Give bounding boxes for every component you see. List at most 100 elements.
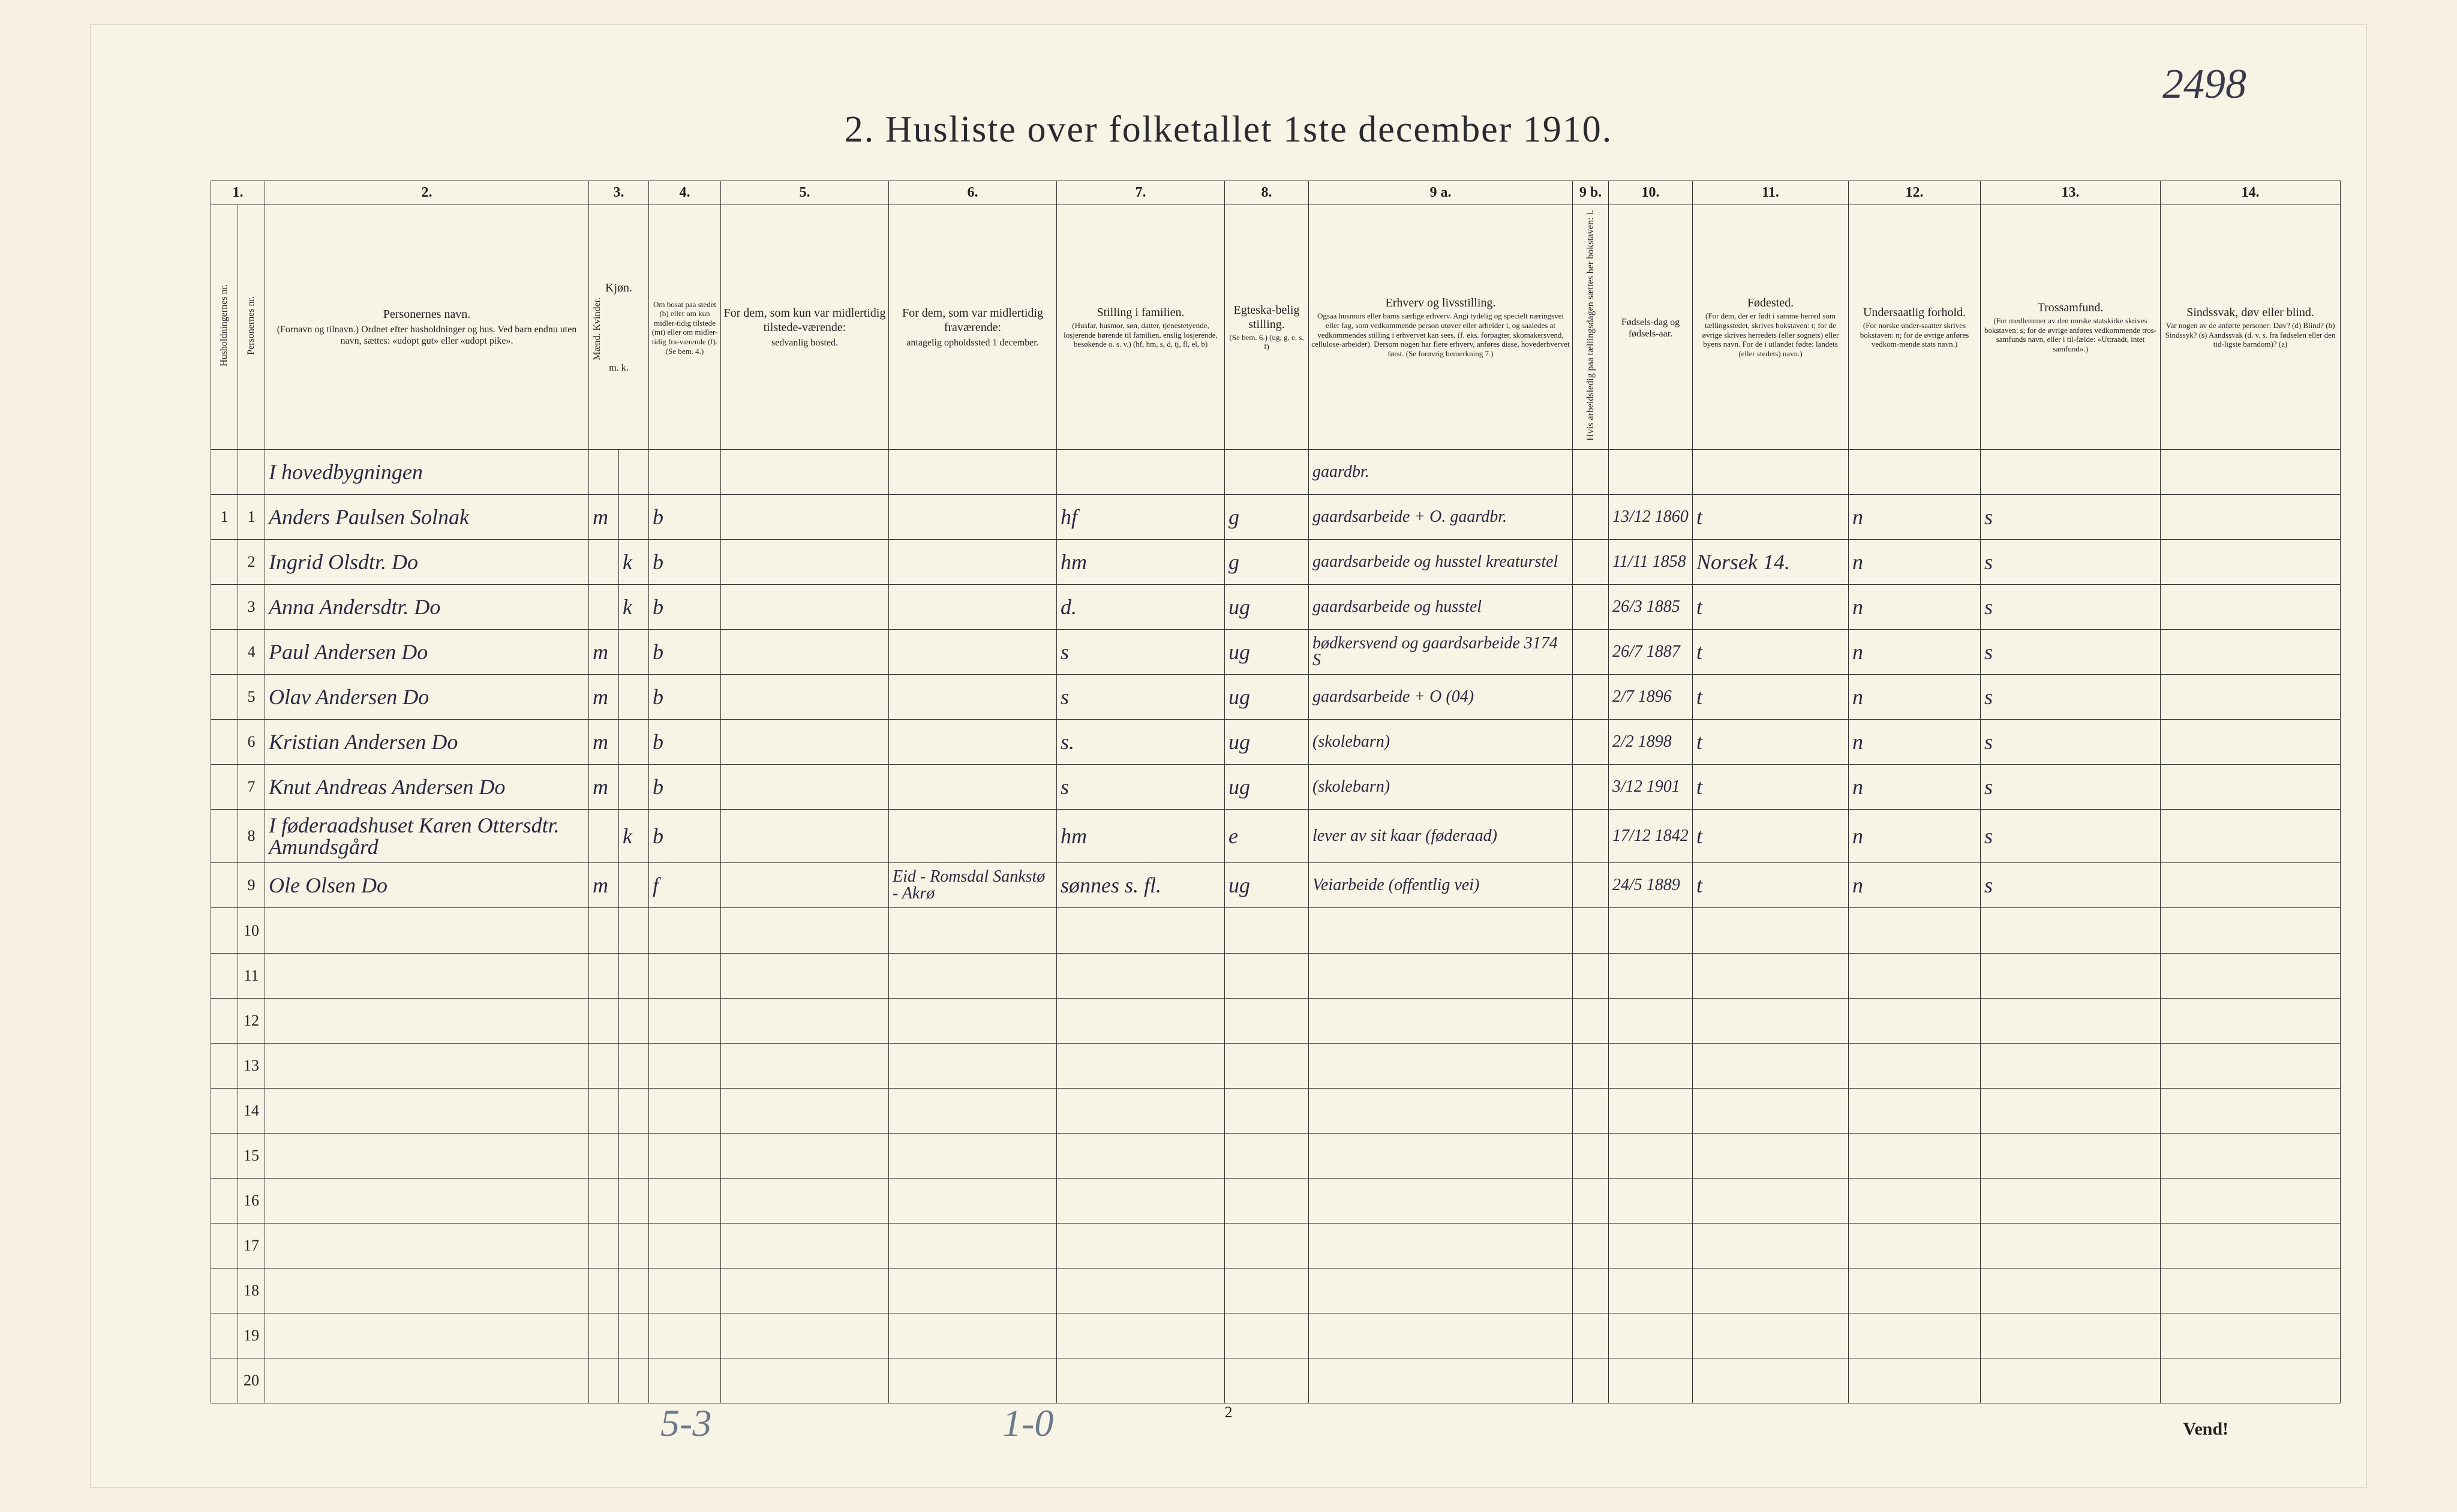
cell-residence: b	[649, 674, 721, 719]
cell-residence: b	[649, 494, 721, 539]
colnum-9b: 9 b.	[1573, 181, 1609, 205]
cell-unemployed	[1573, 720, 1609, 765]
table-row: 8I føderaadshuset Karen Ottersdtr. Amund…	[211, 810, 2341, 863]
col-temp-present: For dem, som kun var midlertidig tilsted…	[721, 205, 889, 450]
cell-sex-k: k	[619, 584, 649, 629]
table-row: 5Olav Andersen Dombsuggaardsarbeide + O …	[211, 674, 2341, 719]
cell-temp-present	[721, 720, 889, 765]
cell-unemployed	[1573, 494, 1609, 539]
cell-household-nr	[211, 539, 238, 584]
cell-residence: b	[649, 629, 721, 674]
cell-religion: s	[1981, 539, 2161, 584]
cell-temp-present	[721, 494, 889, 539]
cell-marital: ug	[1225, 720, 1309, 765]
cell-birthplace: t	[1693, 629, 1849, 674]
cell-nationality: n	[1849, 539, 1981, 584]
table-row-empty: 16	[211, 1178, 2341, 1223]
cell-person-nr: 19	[238, 1313, 265, 1358]
cell-sex-m	[589, 810, 619, 863]
cell-birthdate: 2/2 1898	[1609, 720, 1693, 765]
page-title: 2. Husliste over folketallet 1ste decemb…	[91, 109, 2366, 151]
cell-temp-present	[721, 584, 889, 629]
col-person-nr: Personernes nr.	[238, 205, 265, 450]
cell-birthdate: 26/7 1887	[1609, 629, 1693, 674]
cell-person-nr: 10	[238, 908, 265, 953]
colnum-1: 1.	[211, 181, 265, 205]
cell-religion: s	[1981, 629, 2161, 674]
cell-person-nr: 5	[238, 674, 265, 719]
cell-religion: s	[1981, 810, 2161, 863]
cell-household-nr	[211, 863, 238, 908]
table-row-empty: 10	[211, 908, 2341, 953]
cell-family-position: s	[1057, 765, 1225, 810]
cell-temp-present	[721, 765, 889, 810]
colnum-5: 5.	[721, 181, 889, 205]
cell-nationality: n	[1849, 765, 1981, 810]
cell-religion: s	[1981, 674, 2161, 719]
col-residence: Om bosat paa stedet (b) eller om kun mid…	[649, 205, 721, 450]
footer-page-number: 2	[1225, 1403, 1233, 1421]
cell-residence: b	[649, 584, 721, 629]
cell-nationality: n	[1849, 720, 1981, 765]
footer-vend: Vend!	[2183, 1419, 2228, 1439]
colnum-11: 11.	[1693, 181, 1849, 205]
cell-occupation: gaardsarbeide + O (04)	[1309, 674, 1573, 719]
colnum-14: 14.	[2161, 181, 2341, 205]
colnum-9a: 9 a.	[1309, 181, 1573, 205]
cell-marital: ug	[1225, 765, 1309, 810]
cell-occupation: (skolebarn)	[1309, 765, 1573, 810]
cell-marital: ug	[1225, 863, 1309, 908]
cell-temp-absent	[889, 765, 1057, 810]
cell-person-nr: 11	[238, 953, 265, 998]
cell-temp-present	[721, 674, 889, 719]
cell-temp-present	[721, 629, 889, 674]
cell-person-nr: 2	[238, 539, 265, 584]
cell-household-nr	[211, 629, 238, 674]
cell-person-nr: 12	[238, 998, 265, 1043]
cell-person-nr: 14	[238, 1088, 265, 1133]
cell-temp-absent: Eid - Romsdal Sankstø - Akrø	[889, 863, 1057, 908]
cell-birthplace: t	[1693, 810, 1849, 863]
table-row: 7Knut Andreas Andersen Dombsug(skolebarn…	[211, 765, 2341, 810]
cell-disability	[2161, 494, 2341, 539]
column-number-row: 1. 2. 3. 4. 5. 6. 7. 8. 9 a. 9 b. 10. 11…	[211, 181, 2341, 205]
colnum-13: 13.	[1981, 181, 2161, 205]
col-marital: Egteska-belig stilling. (Se bem. 6.) (ug…	[1225, 205, 1309, 450]
cell-person-nr: 16	[238, 1178, 265, 1223]
cell-name: Ole Olsen Do	[265, 863, 589, 908]
cell-unemployed	[1573, 863, 1609, 908]
footer-annotation-mid: 1-0	[1002, 1401, 1053, 1445]
cell-birthdate: 13/12 1860	[1609, 494, 1693, 539]
cell-residence: b	[649, 539, 721, 584]
cell-temp-absent	[889, 539, 1057, 584]
table-row: 9Ole Olsen DomfEid - Romsdal Sankstø - A…	[211, 863, 2341, 908]
cell-residence: b	[649, 810, 721, 863]
table-body: I hovedbygningen gaardbr. 11Anders Pauls…	[211, 449, 2341, 1403]
cell-disability	[2161, 584, 2341, 629]
cell-temp-absent	[889, 494, 1057, 539]
cell-family-position: sønnes s. fl.	[1057, 863, 1225, 908]
cell-name: I føderaadshuset Karen Ottersdtr. Amunds…	[265, 810, 589, 863]
cell-person-nr: 9	[238, 863, 265, 908]
cell-household-nr	[211, 810, 238, 863]
colnum-7: 7.	[1057, 181, 1225, 205]
cell-person-nr: 3	[238, 584, 265, 629]
cell-nationality: n	[1849, 674, 1981, 719]
cell-person-nr: 13	[238, 1043, 265, 1088]
cell-sex-k	[619, 629, 649, 674]
cell-sex-k: k	[619, 810, 649, 863]
cell-sex-m	[589, 539, 619, 584]
table-row-empty: 14	[211, 1088, 2341, 1133]
cell-disability	[2161, 720, 2341, 765]
cell-temp-absent	[889, 629, 1057, 674]
colnum-12: 12.	[1849, 181, 1981, 205]
col-unemployed: Hvis arbeidsledig paa tællingsdagen sætt…	[1573, 205, 1609, 450]
col-occupation: Erhverv og livsstilling. Ogsaa husmors e…	[1309, 205, 1573, 450]
cell-family-position: s	[1057, 674, 1225, 719]
cell-residence: b	[649, 765, 721, 810]
cell-residence: b	[649, 720, 721, 765]
cell-occupation: gaardsarbeide og husstel kreaturstel	[1309, 539, 1573, 584]
cell-birthdate: 24/5 1889	[1609, 863, 1693, 908]
table-row-empty: 17	[211, 1223, 2341, 1268]
cell-person-nr: 18	[238, 1268, 265, 1313]
